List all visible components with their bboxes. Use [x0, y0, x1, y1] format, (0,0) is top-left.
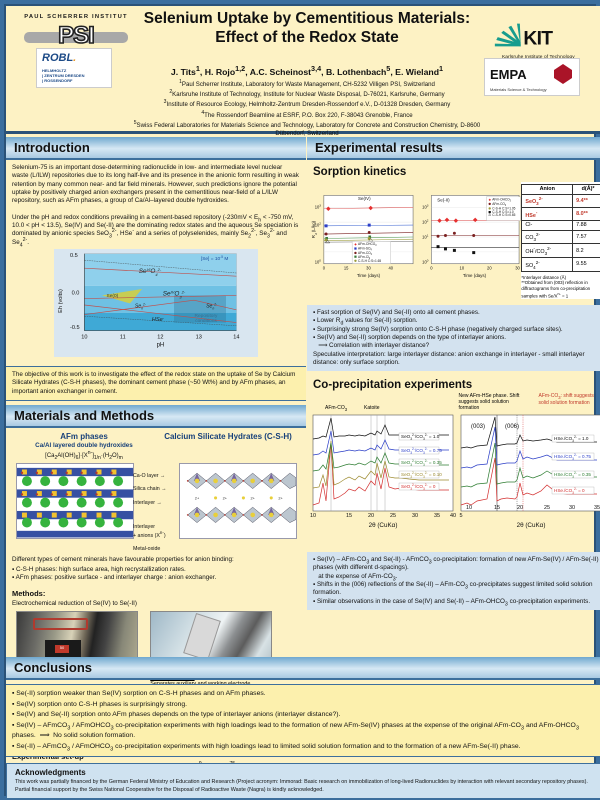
- svg-text:Eh (volts): Eh (volts): [58, 289, 64, 313]
- svg-text:40: 40: [388, 266, 393, 271]
- svg-text:25: 25: [390, 513, 396, 519]
- svg-text:Se(0): Se(0): [107, 293, 119, 299]
- svg-text:15: 15: [344, 266, 349, 271]
- svg-text:0.0: 0.0: [72, 291, 80, 297]
- svg-text:C-S-H C:S=0.65: C-S-H C:S=0.65: [492, 213, 515, 217]
- svg-text:Se(IV): Se(IV): [358, 196, 371, 201]
- svg-text:C-S-H C:S=1.65: C-S-H C:S=1.65: [358, 259, 381, 263]
- svg-text:KIT: KIT: [523, 28, 553, 49]
- svg-text:Se(-II): Se(-II): [437, 197, 450, 202]
- svg-text:10: 10: [460, 266, 465, 271]
- svg-text:103: 103: [422, 204, 429, 210]
- svg-text:102: 102: [422, 219, 429, 225]
- svg-text:20: 20: [368, 513, 374, 519]
- svg-text:20: 20: [487, 266, 492, 271]
- svg-text:2+: 2+: [278, 497, 283, 501]
- svg-text:30: 30: [515, 266, 520, 271]
- svg-text:(003): (003): [471, 424, 485, 430]
- svg-text:30: 30: [412, 513, 418, 519]
- svg-text:15: 15: [493, 505, 499, 511]
- svg-text:5: 5: [459, 513, 462, 519]
- svg-text:35: 35: [593, 505, 599, 511]
- svg-text:0: 0: [430, 266, 433, 271]
- svg-text:15: 15: [346, 513, 352, 519]
- svg-text:2+: 2+: [195, 497, 200, 501]
- svg-text:12: 12: [157, 335, 163, 341]
- svg-text:20: 20: [516, 505, 522, 511]
- svg-text:Time (days): Time (days): [357, 273, 381, 278]
- svg-text:25: 25: [543, 505, 549, 511]
- svg-text:35: 35: [434, 513, 440, 519]
- svg-text:2θ (CuKα): 2θ (CuKα): [516, 522, 545, 529]
- svg-text:pH: pH: [157, 343, 165, 349]
- svg-text:10: 10: [465, 505, 471, 511]
- svg-text:2θ (CuKα): 2θ (CuKα): [369, 522, 398, 529]
- svg-text:103: 103: [315, 204, 322, 210]
- svg-text:11: 11: [120, 335, 126, 341]
- svg-text:13: 13: [196, 335, 202, 341]
- svg-text:(006): (006): [505, 424, 519, 430]
- svg-text:2+: 2+: [223, 497, 228, 501]
- svg-text:10: 10: [81, 335, 87, 341]
- svg-text:101: 101: [422, 233, 429, 239]
- svg-text:2+: 2+: [251, 497, 256, 501]
- svg-text:-0.5: -0.5: [70, 325, 80, 331]
- svg-text:14: 14: [233, 335, 239, 341]
- svg-text:0.5: 0.5: [70, 253, 78, 259]
- svg-text:Time (days): Time (days): [463, 273, 487, 278]
- svg-text:40: 40: [450, 513, 456, 519]
- svg-text:conditions: conditions: [195, 318, 217, 324]
- svg-text:10: 10: [310, 513, 316, 519]
- svg-text:100: 100: [422, 259, 429, 265]
- svg-text:100: 100: [315, 259, 322, 265]
- svg-text:0: 0: [323, 266, 326, 271]
- svg-text:30: 30: [366, 266, 371, 271]
- svg-text:30: 30: [568, 505, 574, 511]
